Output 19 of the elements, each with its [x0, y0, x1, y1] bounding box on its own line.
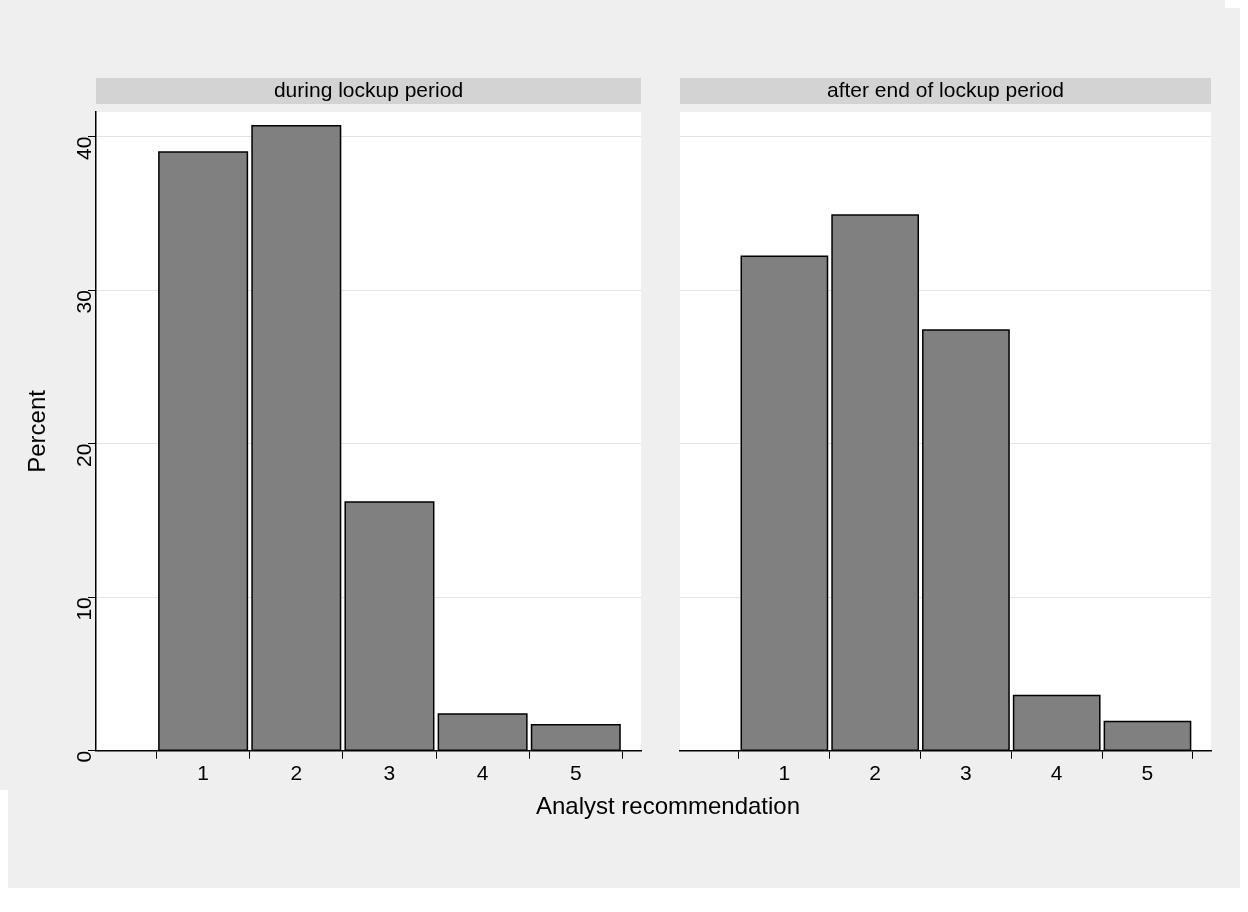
- y-tick-label: 20: [71, 443, 95, 468]
- x-tick-label: 3: [383, 761, 396, 785]
- x-axis-title: Analyst recommendation: [534, 792, 802, 820]
- x-tick-label: 2: [290, 761, 303, 785]
- y-tick-label: 40: [71, 136, 95, 160]
- chart-title: during lockup period: [273, 77, 464, 101]
- x-tick-label: 4: [1050, 761, 1063, 785]
- y-tick-label: 10: [71, 597, 95, 621]
- y-axis-title: Percent: [23, 389, 51, 473]
- x-tick-label: 4: [476, 761, 489, 785]
- x-tick-label: 2: [869, 761, 881, 785]
- y-tick-label: 0: [71, 750, 95, 763]
- x-tick-label: 3: [960, 761, 972, 785]
- x-tick-label: 5: [569, 761, 582, 785]
- chart-title: after end of lockup period: [827, 77, 1064, 101]
- x-tick-label: 1: [197, 761, 209, 785]
- x-tick-label: 5: [1141, 761, 1154, 785]
- y-tick-label: 30: [71, 290, 95, 314]
- x-tick-label: 1: [778, 761, 791, 785]
